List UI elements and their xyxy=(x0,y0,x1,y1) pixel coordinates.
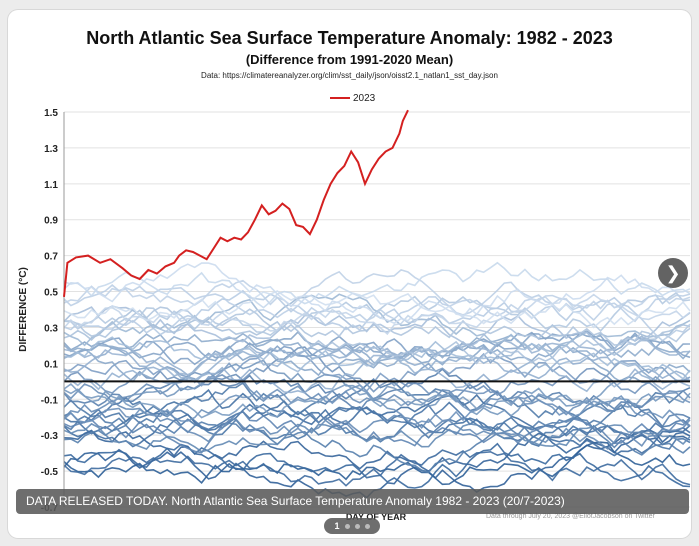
historical-year-line xyxy=(63,421,691,453)
historical-year-line xyxy=(63,375,691,419)
historical-year-line xyxy=(63,290,691,329)
sst-anomaly-chart: 1.51.31.10.90.70.50.30.1-0.1-0.3-0.5-0.7… xyxy=(18,93,691,522)
historical-year-line xyxy=(63,336,691,380)
y-tick-label: 1.3 xyxy=(44,144,58,155)
y-tick-label: -0.1 xyxy=(41,395,59,406)
next-image-button[interactable]: ❯ xyxy=(658,258,688,288)
y-tick-label: 0.3 xyxy=(44,323,58,334)
historical-year-line xyxy=(63,308,691,365)
pager-current: 1 xyxy=(334,521,340,531)
legend-label: 2023 xyxy=(353,93,376,104)
chart-subtitle: (Difference from 1991-2020 Mean) xyxy=(245,52,454,67)
historical-year-line xyxy=(63,262,691,325)
y-tick-label: 0.9 xyxy=(44,216,58,227)
historical-year-line xyxy=(63,330,691,364)
y-tick-label: 0.5 xyxy=(44,288,58,299)
historical-year-line xyxy=(63,261,691,309)
y-tick-label: 1.1 xyxy=(44,180,58,191)
pager-dot[interactable] xyxy=(354,523,360,529)
historical-year-line xyxy=(63,359,691,417)
historical-year-line xyxy=(63,291,691,337)
historical-year-line xyxy=(63,384,691,427)
historical-year-line xyxy=(63,373,691,416)
y-axis-label: DIFFERENCE (°C) xyxy=(18,267,29,352)
historical-year-line xyxy=(63,449,691,487)
historical-year-line xyxy=(63,416,691,474)
y-tick-label: -0.3 xyxy=(41,431,59,442)
series-line-2023 xyxy=(63,109,409,297)
chart-credit: Data through July 20, 2023 @EliotJacobso… xyxy=(486,513,655,520)
historical-year-line xyxy=(63,442,691,489)
pager-dot[interactable] xyxy=(364,523,370,529)
historical-year-line xyxy=(63,330,691,366)
x-axis-label: DAY OF YEAR xyxy=(346,512,407,522)
historical-year-line xyxy=(63,377,691,427)
historical-year-line xyxy=(63,429,691,473)
y-tick-label: -0.5 xyxy=(41,467,59,478)
historical-year-line xyxy=(63,410,691,454)
historical-year-line xyxy=(63,335,691,377)
historical-year-line xyxy=(63,399,691,450)
chart-title: North Atlantic Sea Surface Temperature A… xyxy=(86,28,613,48)
y-tick-label: 0.1 xyxy=(44,359,58,370)
historical-year-line xyxy=(63,269,691,317)
y-tick-label: 1.5 xyxy=(44,108,58,119)
carousel-pager[interactable]: 1 xyxy=(324,518,380,534)
historical-year-line xyxy=(63,293,691,336)
historical-year-line xyxy=(63,281,691,323)
chart-source: Data: https://climatereanalyzer.org/clim… xyxy=(201,71,498,80)
historical-year-line xyxy=(63,345,691,393)
image-caption: DATA RELEASED TODAY. North Atlantic Sea … xyxy=(16,489,689,514)
historical-year-line xyxy=(63,346,691,404)
post-image-card: 1.51.31.10.90.70.50.30.1-0.1-0.3-0.5-0.7… xyxy=(8,10,691,538)
chevron-right-icon: ❯ xyxy=(665,262,681,283)
pager-dot[interactable] xyxy=(344,523,350,529)
y-tick-label: 0.7 xyxy=(44,252,58,263)
historical-year-line xyxy=(63,345,691,385)
